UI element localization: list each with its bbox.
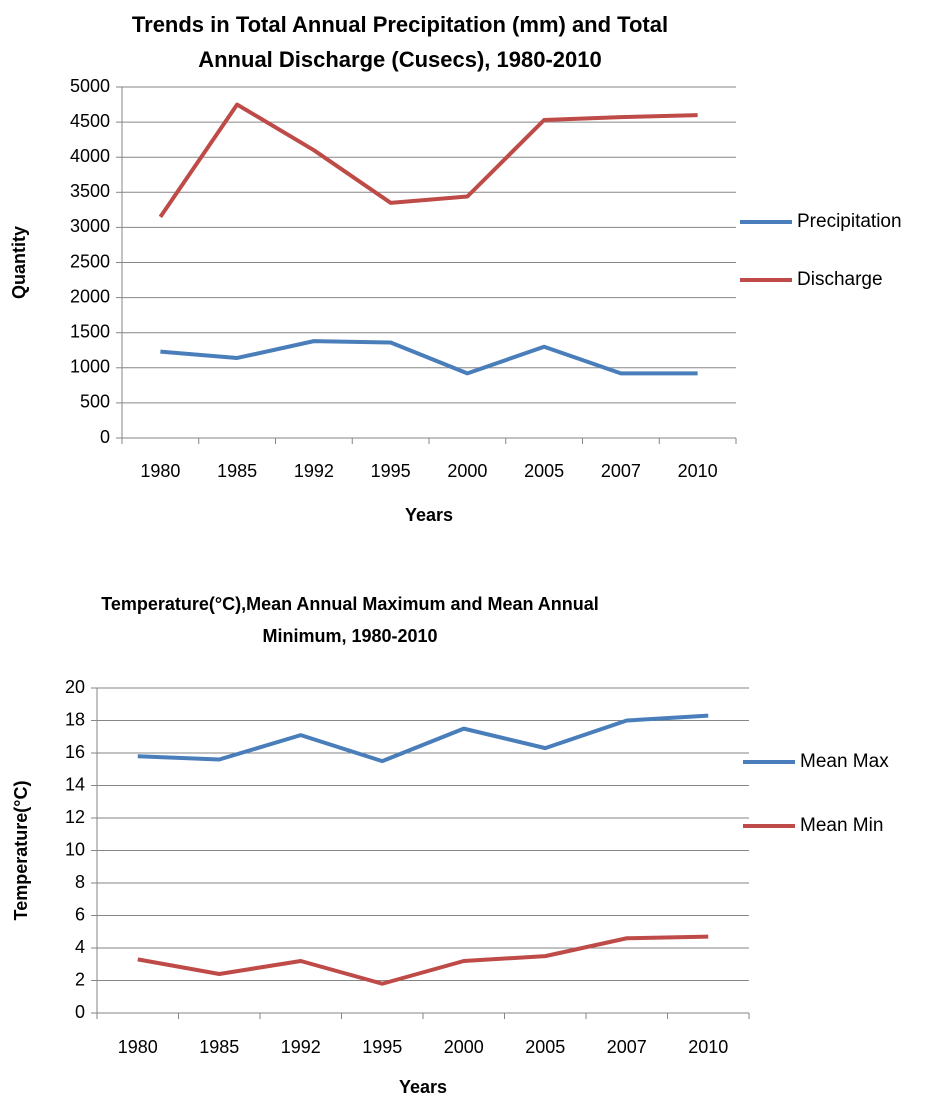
y-axis-title: Temperature(°C) <box>11 781 31 921</box>
y-tick-label: 16 <box>65 742 85 762</box>
y-tick-label: 1000 <box>70 357 110 377</box>
chart-title: Temperature(°C),Mean Annual Maximum and … <box>101 594 599 614</box>
x-tick-label: 2010 <box>678 461 718 481</box>
y-tick-label: 3500 <box>70 181 110 201</box>
y-tick-label: 6 <box>75 904 85 924</box>
series-line <box>158 102 698 218</box>
y-tick-label: 8 <box>75 872 85 892</box>
y-tick-label: 20 <box>65 677 85 697</box>
y-tick-label: 0 <box>100 427 110 447</box>
x-tick-label: 1985 <box>199 1037 239 1057</box>
chart-title: Annual Discharge (Cusecs), 1980-2010 <box>198 47 602 72</box>
y-tick-label: 10 <box>65 839 85 859</box>
series-line <box>160 339 698 376</box>
x-tick-label: 1992 <box>294 461 334 481</box>
y-tick-label: 500 <box>80 392 110 412</box>
series-line <box>137 713 709 764</box>
x-tick-label: 2005 <box>524 461 564 481</box>
x-tick-label: 2005 <box>525 1037 565 1057</box>
y-tick-label: 5000 <box>70 76 110 96</box>
x-tick-label: 1980 <box>140 461 180 481</box>
chart-title: Trends in Total Annual Precipitation (mm… <box>132 12 668 37</box>
x-tick-label: 2000 <box>447 461 487 481</box>
legend-label: Discharge <box>797 269 883 290</box>
x-tick-label: 1980 <box>118 1037 158 1057</box>
x-tick-label: 1995 <box>362 1037 402 1057</box>
y-tick-label: 3000 <box>70 216 110 236</box>
x-tick-label: 2000 <box>444 1037 484 1057</box>
y-tick-label: 14 <box>65 774 85 794</box>
x-tick-label: 1992 <box>281 1037 321 1057</box>
legend-label: Precipitation <box>797 211 902 232</box>
x-tick-label: 1995 <box>371 461 411 481</box>
x-tick-label: 2007 <box>601 461 641 481</box>
x-axis-title: Years <box>405 505 453 525</box>
y-tick-label: 2 <box>75 969 85 989</box>
y-tick-label: 18 <box>65 709 85 729</box>
y-tick-label: 1500 <box>70 321 110 341</box>
x-tick-label: 2010 <box>688 1037 728 1057</box>
y-tick-label: 2000 <box>70 286 110 306</box>
y-tick-label: 4500 <box>70 111 110 131</box>
chart-title: Minimum, 1980-2010 <box>262 626 437 646</box>
x-tick-label: 1985 <box>217 461 257 481</box>
y-tick-label: 4 <box>75 937 85 957</box>
y-tick-label: 0 <box>75 1002 85 1022</box>
legend-label: Mean Min <box>800 815 883 836</box>
y-tick-label: 12 <box>65 807 85 827</box>
x-tick-label: 2007 <box>607 1037 647 1057</box>
y-tick-label: 2500 <box>70 251 110 271</box>
y-axis-title: Quantity <box>9 226 29 299</box>
legend-label: Mean Max <box>800 751 889 772</box>
series-line <box>137 934 709 986</box>
x-axis-title: Years <box>399 1077 447 1097</box>
y-tick-label: 4000 <box>70 146 110 166</box>
